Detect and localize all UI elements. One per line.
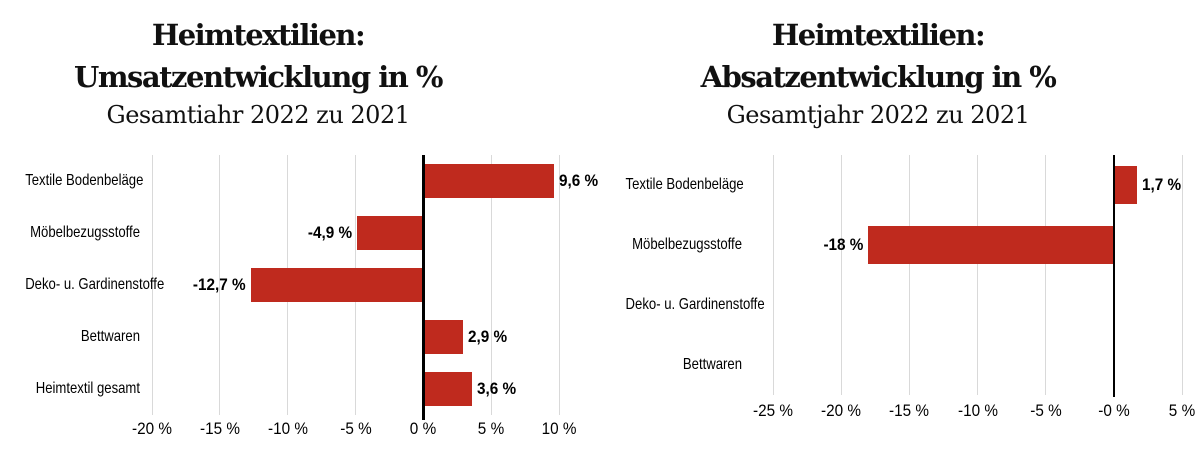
gridline [151, 155, 153, 415]
bar [423, 372, 473, 406]
chart-header: Heimtextilien: Umsatzentwicklung in % Ge… [0, 14, 516, 132]
x-tick-label: 5 % [1168, 401, 1196, 420]
gridline [840, 155, 842, 395]
chart-subtitle: Gesamtiahr 2022 zu 2021 [106, 101, 410, 129]
category-label: Deko- u. Gardinenstoffe [25, 276, 165, 293]
bar [1113, 166, 1137, 204]
x-tick-label: -15 % [889, 401, 930, 420]
value-label: -12,7 % [193, 275, 247, 294]
value-label: 1,7 % [1142, 175, 1182, 194]
gridline [908, 155, 910, 395]
value-label: -4,9 % [307, 223, 352, 242]
x-tick-label: 10 % [541, 419, 577, 438]
chart-title-line-2: Absatzentwicklung in % [700, 60, 1057, 94]
bar [251, 268, 424, 302]
chart-title-line-1: Heimtextilien: [151, 18, 366, 52]
category-label: Deko- u. Gardinenstoffe [625, 296, 765, 313]
category-label: Bettwaren [682, 356, 742, 373]
x-tick-label: -20 % [132, 419, 172, 438]
category-label: Textile Bodenbeläge [25, 172, 144, 189]
x-tick-label: -15 % [199, 419, 240, 438]
x-tick-label: -20 % [821, 401, 862, 420]
chart-title-line-2: Umsatzentwicklung in % [74, 60, 443, 94]
x-tick-label: -10 % [267, 419, 308, 438]
gridline [772, 155, 774, 395]
gridline [558, 155, 560, 415]
category-label: Heimtextil gesamt [35, 380, 140, 397]
gridline [490, 155, 492, 415]
x-tick-label: -25 % [753, 401, 793, 420]
x-tick-label: -0 % [1098, 401, 1130, 420]
value-label: 9,6 % [558, 171, 598, 190]
plot-area: -20 % -15 % -10 % -5 % 0 % 5 % 10 % Textile Bod… [25, 155, 598, 438]
x-tick-label: -10 % [957, 401, 998, 420]
category-label: Textile Bodenbeläge [625, 176, 744, 193]
plot-area: -25 % -20 % -15 % -10 % -5 % -0 % 5 % Textile B… [600, 0, 1200, 474]
bar [868, 226, 1114, 264]
category-label: Bettwaren [80, 328, 140, 345]
zero-axis-line [1112, 155, 1116, 397]
chart-umsatzentwicklung: Heimtextilien: Umsatzentwicklung in % Ge… [0, 14, 598, 438]
gridline [219, 155, 221, 415]
gridline [1181, 155, 1183, 395]
value-label: 3,6 % [477, 379, 517, 398]
chart-absatzentwicklung: Heimtextilien: Absatzentwicklung in % Ge… [600, 0, 1200, 474]
category-label: Möbelbezugsstoffe [30, 224, 140, 241]
bar [423, 320, 463, 354]
x-tick-label: -5 % [339, 419, 372, 438]
chart-subtitle: Gesamtjahr 2022 zu 2021 [726, 101, 1030, 129]
chart-title-line-1: Heimtextilien: [771, 18, 986, 52]
gridline [977, 155, 978, 395]
gridline [1045, 155, 1047, 395]
category-label: Möbelbezugsstoffe [632, 236, 742, 253]
x-tick-label: 5 % [477, 419, 505, 438]
value-label: -18 % [823, 235, 864, 254]
x-tick-label: 0 % [410, 419, 437, 438]
value-label: 2,9 % [467, 327, 507, 346]
bar [423, 164, 554, 198]
chart-header: Heimtextilien: Absatzentwicklung in % Ge… [600, 14, 1156, 132]
bar [356, 216, 424, 250]
zero-axis-line [422, 155, 425, 420]
x-tick-label: -5 % [1029, 401, 1062, 420]
